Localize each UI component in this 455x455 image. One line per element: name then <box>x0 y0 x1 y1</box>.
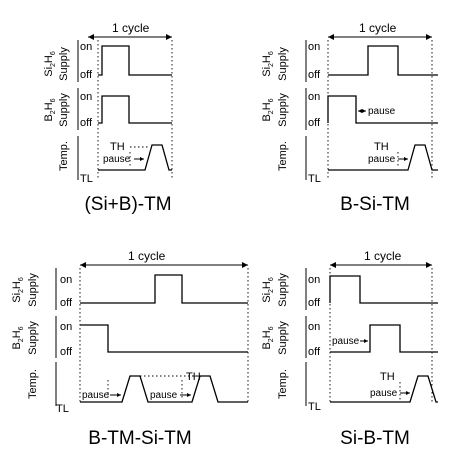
temperature-waveform <box>80 375 248 403</box>
temp-label: Temp. <box>27 369 39 399</box>
b2h6-supply-row: B2H6 Supply on off pause <box>261 316 438 358</box>
cycle-label: 1 cycle <box>112 21 150 35</box>
th-label: TH <box>186 371 201 383</box>
panel-title: Si-B-TM <box>340 428 410 449</box>
cycle-indicator: 1 cycle <box>80 249 248 268</box>
si2h6-formula-label: Si2H6 <box>43 51 57 77</box>
b2h6-waveform <box>330 324 438 353</box>
b2h6-formula-label: B2H6 <box>261 326 275 349</box>
cycle-indicator: 1 cycle <box>88 21 172 40</box>
tl-label: TL <box>56 403 69 415</box>
on-label: on <box>308 321 320 333</box>
off-label: off <box>60 297 73 309</box>
si2h6-formula-label: Si2H6 <box>261 51 275 77</box>
b2h6-supply-row: B2H6 Supply on off <box>11 316 248 358</box>
panel-si-b-tm-seq: 1 cycle Si2H6 Supply on off B2H6 Supply … <box>261 249 438 449</box>
off-label: off <box>308 117 321 129</box>
cycle-label: 1 cycle <box>359 21 397 35</box>
si2h6-supply-row: Si2H6 Supply on off <box>43 40 172 82</box>
si2h6-waveform <box>80 274 248 304</box>
si2h6-supply-label: Supply <box>277 47 289 81</box>
si2h6-formula-label: Si2H6 <box>261 277 275 303</box>
b2h6-formula-label: B2H6 <box>11 326 25 349</box>
th-label: TH <box>110 141 125 153</box>
tl-label: TL <box>308 401 321 413</box>
temperature-row: Temp. TL TH pause <box>277 362 438 413</box>
tl-label: TL <box>308 173 321 185</box>
temp-label: Temp. <box>58 141 70 171</box>
cycle-label: 1 cycle <box>364 249 402 263</box>
temperature-waveform <box>328 144 438 171</box>
pause-label: pause <box>82 390 110 401</box>
b2h6-supply-label: Supply <box>277 93 289 127</box>
off-label: off <box>80 117 93 129</box>
b2h6-supply-row: B2H6 Supply on off pause <box>261 88 438 130</box>
on-label: on <box>308 274 320 286</box>
si2h6-supply-label: Supply <box>58 47 70 81</box>
si2h6-waveform <box>98 45 172 76</box>
th-label: TH <box>374 141 389 153</box>
temperature-row: Temp. TL TH pause pause <box>27 362 248 415</box>
panel-title: B-Si-TM <box>340 194 410 215</box>
panel-title: B-TM-Si-TM <box>88 428 191 449</box>
on-label: on <box>60 321 72 333</box>
si2h6-waveform <box>329 275 438 304</box>
off-label: off <box>80 69 93 81</box>
temperature-row: Temp. TL TH pause <box>58 136 172 185</box>
pause-label: pause <box>368 154 396 165</box>
panel-b-tm-si-tm: 1 cycle Si2H6 Supply on off B2H6 Supply … <box>11 249 249 449</box>
b2h6-supply-row: B2H6 Supply on off <box>43 88 172 130</box>
on-label: on <box>60 274 72 286</box>
temperature-waveform <box>98 144 172 171</box>
b2h6-waveform <box>80 324 248 353</box>
panel-b-si-tm: 1 cycle Si2H6 Supply on off B2H6 Supply … <box>261 21 438 215</box>
off-label: off <box>308 346 321 358</box>
si2h6-supply-label: Supply <box>277 273 289 307</box>
b2h6-formula-label: B2H6 <box>43 98 57 121</box>
si2h6-supply-row: Si2H6 Supply on off <box>11 268 248 310</box>
on-label: on <box>308 41 320 53</box>
pause-label: pause <box>370 388 398 399</box>
b2h6-formula-label: B2H6 <box>261 98 275 121</box>
cycle-indicator: 1 cycle <box>328 21 432 40</box>
b2h6-supply-label: Supply <box>277 321 289 355</box>
on-label: on <box>80 41 92 53</box>
temperature-waveform <box>330 375 438 403</box>
off-label: off <box>308 297 321 309</box>
panel-title: (Si+B)-TM <box>84 194 171 215</box>
si2h6-supply-row: Si2H6 Supply on off <box>261 40 438 82</box>
off-label: off <box>308 69 321 81</box>
si2h6-formula-label: Si2H6 <box>11 277 25 303</box>
th-label: TH <box>380 371 395 383</box>
pause-label: pause <box>150 390 178 401</box>
b2h6-supply-label: Supply <box>58 93 70 127</box>
si2h6-supply-row: Si2H6 Supply on off <box>261 268 438 310</box>
si2h6-supply-label: Supply <box>27 273 39 307</box>
on-label: on <box>308 91 320 103</box>
pause-label: pause <box>332 336 360 347</box>
b2h6-supply-label: Supply <box>27 321 39 355</box>
cycle-label: 1 cycle <box>128 249 166 263</box>
panel-si-b-tm: 1 cycle Si2H6 Supply on off B2H6 Supply … <box>43 21 173 215</box>
tl-label: TL <box>80 173 93 185</box>
off-label: off <box>60 346 73 358</box>
temperature-row: Temp. TL TH pause <box>277 136 438 185</box>
temp-label: Temp. <box>277 141 289 171</box>
b2h6-waveform <box>98 95 172 124</box>
pause-label: pause <box>368 106 396 117</box>
temp-label: Temp. <box>277 369 289 399</box>
si2h6-waveform <box>328 45 438 76</box>
on-label: on <box>80 91 92 103</box>
pause-label: pause <box>103 154 131 165</box>
cycle-indicator: 1 cycle <box>330 249 432 268</box>
